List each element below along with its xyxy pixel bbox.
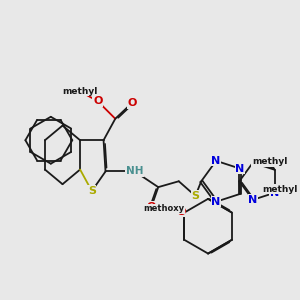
Text: O: O (147, 202, 156, 212)
Text: S: S (191, 191, 200, 201)
Text: N: N (270, 188, 279, 198)
Text: O: O (93, 96, 102, 106)
Text: O: O (127, 98, 136, 108)
Text: methyl: methyl (263, 184, 298, 194)
Text: O: O (176, 206, 185, 217)
Text: N: N (236, 164, 245, 174)
Text: methoxy: methoxy (144, 204, 185, 213)
Text: N: N (212, 197, 221, 207)
Text: methyl: methyl (252, 157, 287, 166)
Text: N: N (212, 156, 221, 166)
Text: N: N (248, 195, 257, 205)
Text: methyl: methyl (62, 87, 98, 96)
Text: S: S (88, 186, 96, 196)
Text: NH: NH (126, 167, 144, 176)
